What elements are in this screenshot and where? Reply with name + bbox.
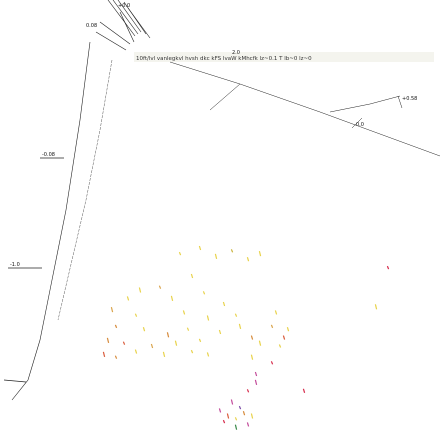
scale-mark: +0.0 (118, 3, 130, 9)
scale-mark: 0.08 (86, 23, 97, 29)
scale-mark: +0.58 (402, 96, 417, 102)
scale-mark: 2.0 (232, 50, 240, 56)
scale-mark: -0.08 (42, 152, 55, 158)
scale-mark: 0.0 (356, 122, 364, 128)
scale-mark: -1.0 (10, 262, 20, 268)
header-label: 10ft/lvl vanlegkvl hvsh dkc kFS lvaW kMh… (136, 56, 312, 62)
